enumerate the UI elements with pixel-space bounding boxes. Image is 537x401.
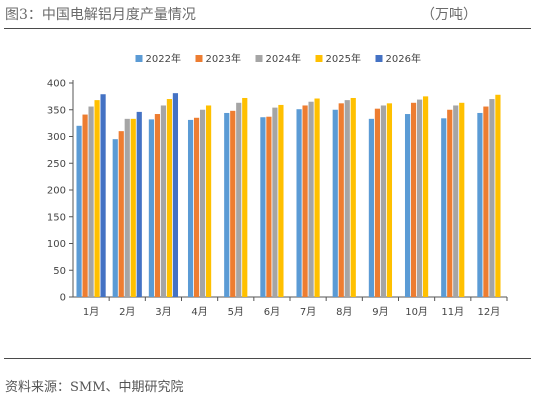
x-tick-label: 12月 (478, 306, 501, 318)
bar (416, 99, 423, 298)
bar (266, 116, 272, 297)
y-tick-label: 350 (47, 105, 66, 116)
bar (205, 105, 212, 297)
bar (118, 131, 124, 297)
bar (154, 114, 161, 297)
bar (489, 99, 495, 297)
bar (130, 118, 136, 297)
chart-header: 图3：中国电解铝月度产量情况 （万吨） (0, 0, 537, 30)
y-tick-label: 150 (47, 212, 66, 223)
unit-label: （万吨） (421, 7, 477, 23)
bar (136, 111, 142, 297)
bar (76, 125, 82, 297)
legend-label: 2024年 (266, 52, 301, 65)
x-tick-label: 8月 (336, 306, 352, 318)
legend-swatch (195, 55, 203, 62)
bar (459, 102, 465, 297)
bar (148, 119, 155, 297)
bar (302, 105, 308, 297)
bar (88, 106, 94, 297)
bar (495, 94, 501, 298)
bar (374, 108, 381, 298)
bar (344, 100, 350, 298)
bar (332, 109, 338, 297)
legend-swatch (315, 55, 323, 62)
bottom-divider (4, 358, 531, 359)
bar (404, 114, 411, 297)
legend-swatch (375, 55, 383, 62)
bar (124, 118, 130, 297)
bar (380, 105, 387, 297)
y-tick-label: 50 (53, 266, 66, 277)
bar (260, 117, 266, 298)
bar (447, 109, 453, 297)
legend-label: 2025年 (326, 52, 361, 65)
chart-title: 图3：中国电解铝月度产量情况 (5, 7, 196, 23)
bar (296, 109, 302, 297)
bar (94, 100, 100, 298)
bar (187, 119, 194, 297)
legend-label: 2023年 (206, 52, 241, 65)
y-tick-label: 300 (47, 132, 66, 143)
legend-label: 2022年 (146, 52, 181, 65)
bar (308, 101, 314, 297)
y-tick-label: 400 (47, 79, 66, 90)
bar (224, 112, 230, 298)
bar (410, 102, 417, 297)
bar (199, 109, 206, 297)
bar (278, 104, 284, 297)
x-tick-label: 4月 (191, 306, 207, 318)
bar-chart: 2022年 2023年 2024年 2025年 2026年 0 50 100 150 200 250… (47, 52, 508, 318)
legend-label: 2026年 (386, 52, 421, 65)
bar (172, 93, 179, 297)
x-tick-label: 5月 (228, 306, 244, 318)
y-tick-label: 200 (47, 186, 66, 197)
bar (242, 97, 248, 297)
bar (338, 103, 344, 297)
x-tick-label: 10月 (405, 306, 428, 318)
y-tick-label: 250 (47, 159, 66, 170)
x-tick-label: 2月 (119, 306, 135, 318)
x-tick-label: 11月 (441, 306, 464, 318)
y-tick-label: 100 (47, 239, 66, 250)
x-tick-label: 7月 (300, 306, 316, 318)
legend-swatch (255, 55, 263, 62)
bar (368, 118, 375, 297)
bar (441, 118, 447, 297)
bar (160, 105, 167, 297)
bar (112, 139, 118, 297)
bar (386, 103, 393, 297)
x-tick-label: 9月 (372, 306, 388, 318)
bar (230, 110, 236, 297)
bar (453, 105, 459, 297)
bar (272, 107, 278, 297)
legend-swatch (135, 55, 143, 62)
bar (422, 96, 429, 297)
bar (193, 117, 200, 298)
bar (477, 112, 483, 298)
bar (236, 102, 242, 297)
bar (483, 106, 489, 297)
x-tick-label: 3月 (155, 306, 171, 318)
bar (100, 94, 106, 297)
source-note: 资料来源：SMM、中期研究院 (5, 380, 184, 395)
bar (82, 114, 88, 297)
bar (314, 98, 320, 297)
x-tick-label: 1月 (83, 306, 99, 318)
bar (350, 97, 356, 297)
x-tick-label: 6月 (264, 306, 280, 318)
y-tick-label: 0 (60, 293, 66, 304)
top-divider (4, 28, 531, 29)
bar (166, 99, 173, 297)
